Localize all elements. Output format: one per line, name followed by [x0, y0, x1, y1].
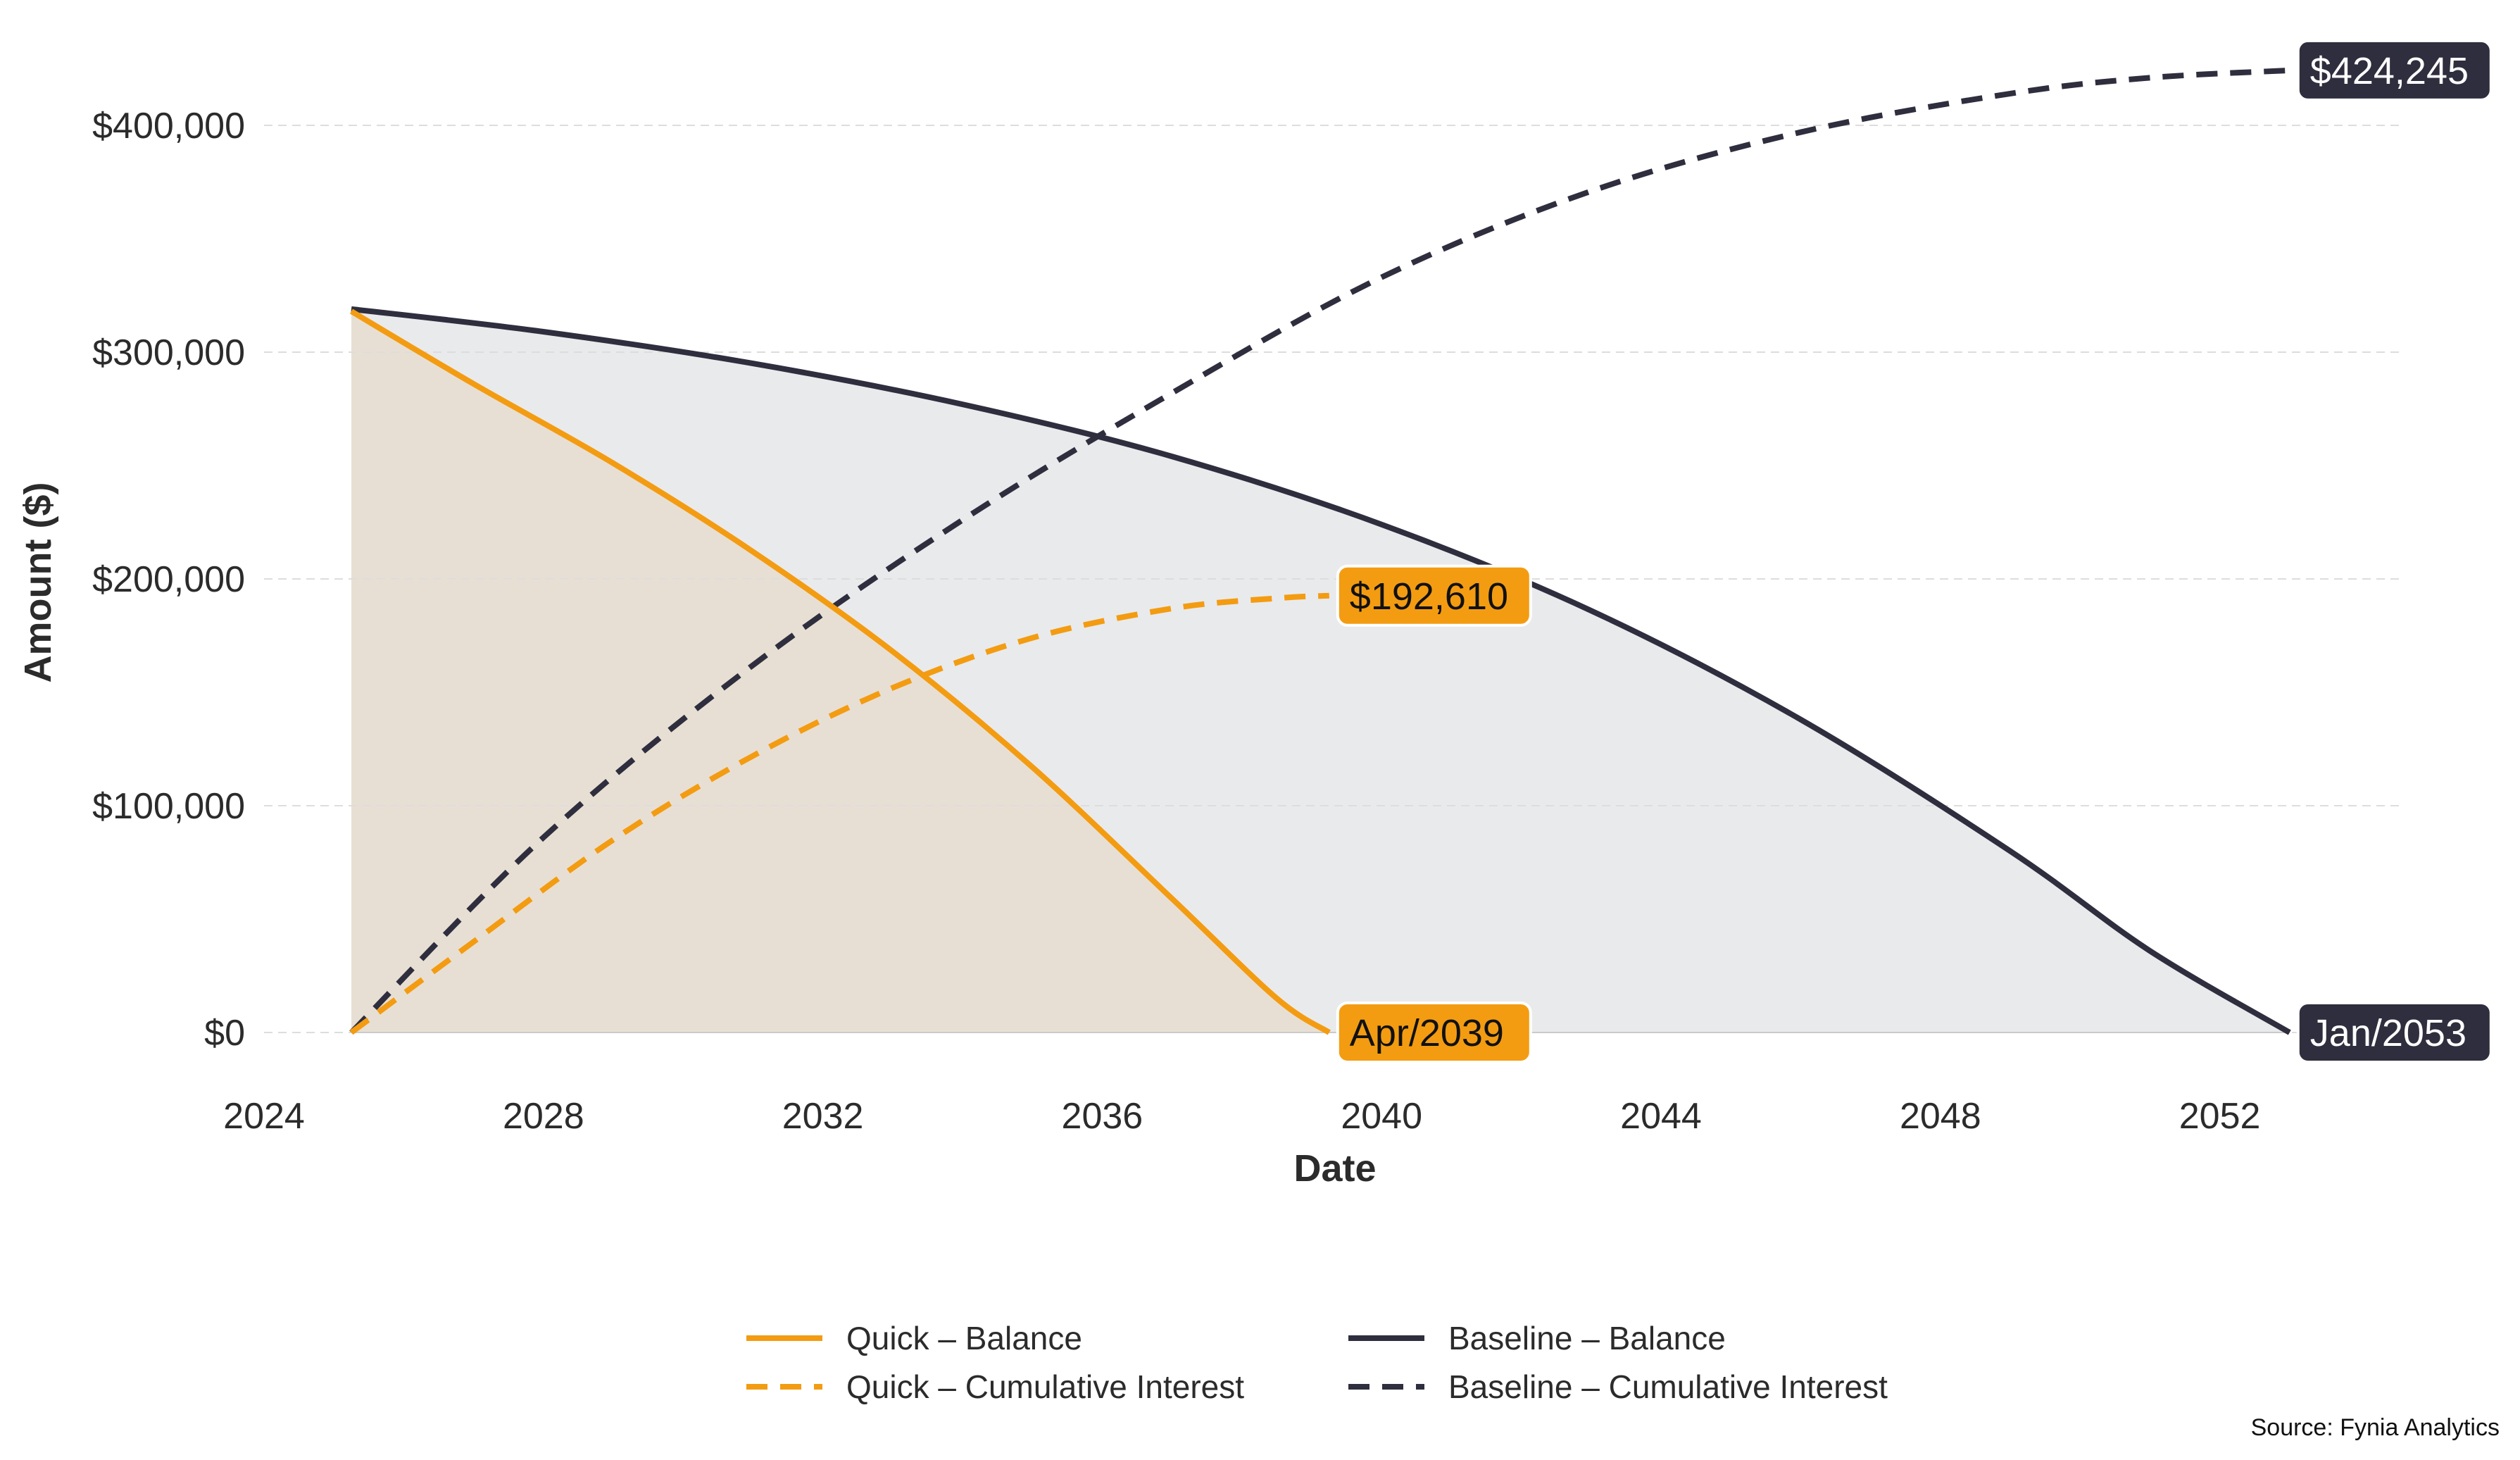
y-axis-title: Amount ($): [17, 482, 59, 683]
callout-baseline: $424,245: [2296, 39, 2493, 101]
x-axis-title: Date: [1293, 1147, 1376, 1190]
callout-label: Jan/2053: [2310, 1012, 2466, 1054]
quick-balance-line: [349, 308, 1331, 1035]
x-tick-label: 2052: [2179, 1096, 2261, 1137]
quick-cumulative-interest-line: [349, 592, 1329, 1035]
x-tick-label: 2032: [782, 1096, 864, 1137]
y-tick-label: $400,000: [92, 106, 245, 146]
legend-label: Quick – Cumulative Interest: [846, 1368, 1244, 1405]
callout-baseline: Jan/2053: [2296, 1002, 2493, 1063]
x-tick-label: 2028: [503, 1096, 584, 1137]
gridlines: [264, 125, 2401, 1033]
balance-area-fills: [351, 308, 2290, 1032]
y-tick-label: $200,000: [92, 559, 245, 600]
callout-label: $192,610: [1350, 575, 1508, 618]
baseline-balance-line: [351, 306, 2291, 1035]
quick-balance-fill: [351, 311, 1329, 1032]
callout-quick: $192,610: [1336, 564, 1532, 627]
x-tick-label: 2040: [1341, 1096, 1422, 1137]
legend-label: Baseline – Cumulative Interest: [1448, 1368, 1888, 1405]
callout-label: Apr/2039: [1350, 1012, 1504, 1054]
legend: Quick – Balance Baseline – Balance Quick –…: [746, 1320, 1888, 1405]
legend-label: Baseline – Balance: [1448, 1320, 1726, 1356]
callout-box: [1336, 1002, 1532, 1063]
baseline-cumulative-interest-line: [349, 67, 2290, 1035]
callout-box: [2296, 39, 2493, 101]
y-tick-label: $0: [204, 1013, 245, 1054]
callout-box: [2296, 1002, 2493, 1063]
source-note: Source: Fynia Analytics: [2251, 1414, 2500, 1441]
callout-label: $424,245: [2310, 50, 2469, 92]
x-tick-label: 2044: [1620, 1096, 1702, 1137]
x-axis-ticks: 2024 2028 2032 2036 2040 2044 2048 2052: [223, 1096, 2260, 1137]
legend-label: Quick – Balance: [846, 1320, 1082, 1356]
callout-box: [1336, 564, 1532, 627]
y-axis-ticks: $0 $100,000 $200,000 $300,000 $400,000: [92, 106, 245, 1054]
x-tick-label: 2048: [1900, 1096, 1981, 1137]
x-tick-label: 2024: [223, 1096, 305, 1137]
series-lines: [349, 67, 2291, 1035]
y-tick-label: $300,000: [92, 332, 245, 373]
callout-quick: Apr/2039: [1336, 1002, 1532, 1063]
end-callouts: $192,610 Apr/2039 $424,245 Jan/2053: [1336, 39, 2493, 1063]
y-tick-label: $100,000: [92, 786, 245, 827]
x-tick-label: 2036: [1062, 1096, 1143, 1137]
